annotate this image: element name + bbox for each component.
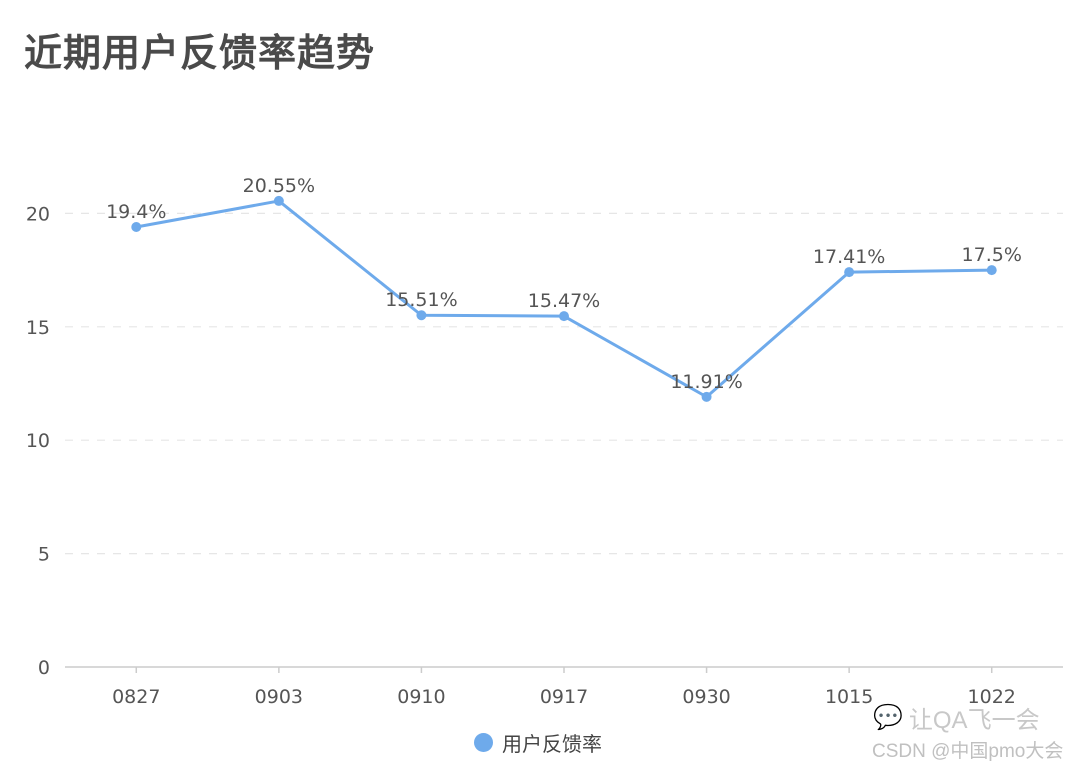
series-line (131, 195, 997, 402)
x-tick-label: 1015 (825, 686, 873, 708)
data-point[interactable] (559, 311, 569, 322)
data-label: 19.4% (106, 201, 166, 223)
y-axis-ticks: 0 5 10 15 20 (26, 203, 50, 679)
grid-lines (65, 212, 1063, 555)
y-tick-label: 15 (26, 317, 50, 339)
legend-marker-icon (474, 733, 493, 752)
watermark-csdn: CSDN @中国pmo大会 (872, 741, 1064, 762)
data-point[interactable] (986, 265, 997, 276)
wechat-icon: 💬 (873, 704, 903, 731)
data-labels: 19.4% 20.55% 15.51% 15.47% 11.91% 17.41% 17.5% (106, 175, 1022, 393)
y-tick-label: 0 (38, 657, 50, 679)
chart-title: 近期用户反馈率趋势 (24, 31, 376, 75)
y-tick-label: 5 (38, 544, 50, 566)
data-point[interactable] (273, 195, 284, 206)
watermark-wechat: 💬 让QA飞一会 (873, 700, 1040, 735)
x-axis: 0827 0903 0910 0917 0930 1015 1022 (65, 666, 1063, 708)
data-point[interactable] (701, 391, 712, 402)
legend-label: 用户反馈率 (502, 732, 602, 756)
data-point[interactable] (131, 222, 142, 233)
y-tick-label: 20 (26, 203, 50, 225)
data-label: 15.51% (385, 289, 457, 311)
x-tick-label: 0930 (682, 686, 730, 708)
x-tick-label: 0917 (540, 686, 588, 708)
data-label: 17.41% (813, 246, 885, 268)
data-point[interactable] (416, 310, 427, 321)
data-label: 20.55% (243, 175, 315, 197)
data-point[interactable] (844, 267, 855, 278)
watermark-line1: 让QA飞一会 (908, 707, 1040, 734)
x-tick-label: 0903 (255, 686, 303, 708)
legend[interactable]: 用户反馈率 (474, 728, 602, 757)
x-tick-label: 0827 (112, 686, 160, 708)
x-tick-label: 0910 (397, 686, 445, 708)
data-label: 17.5% (962, 244, 1022, 266)
data-label: 15.47% (528, 290, 600, 312)
x-tick-label: 1022 (968, 686, 1016, 708)
data-label: 11.91% (670, 371, 742, 393)
y-tick-label: 10 (26, 430, 50, 452)
